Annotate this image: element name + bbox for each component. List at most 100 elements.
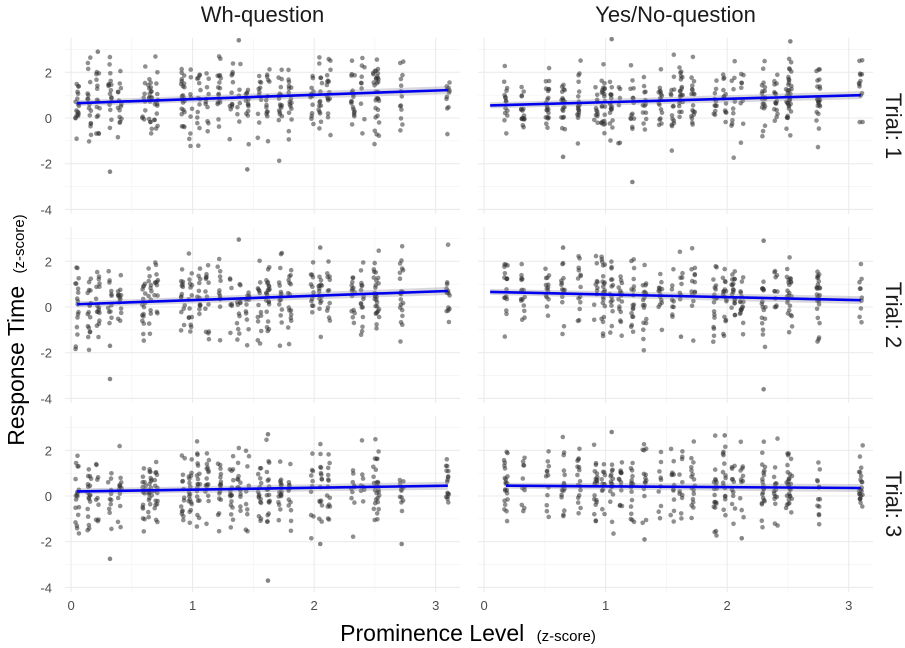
data-point	[140, 474, 146, 480]
data-point	[856, 488, 862, 494]
data-point	[204, 461, 210, 467]
data-point	[720, 275, 726, 281]
data-point	[858, 306, 864, 311]
data-point	[206, 336, 212, 342]
data-point	[153, 498, 158, 504]
data-point	[773, 487, 779, 493]
data-point	[327, 504, 333, 509]
data-point	[217, 338, 223, 343]
data-point	[230, 505, 235, 510]
data-point	[731, 489, 736, 495]
data-point	[372, 260, 378, 266]
data-point	[711, 479, 717, 485]
data-point	[206, 76, 211, 81]
data-point	[545, 473, 551, 478]
data-point	[712, 467, 718, 472]
data-point	[194, 494, 200, 499]
data-point	[197, 72, 203, 77]
data-point	[732, 506, 738, 511]
data-point	[619, 460, 625, 465]
data-point	[257, 476, 263, 481]
data-point	[774, 107, 779, 113]
data-point	[599, 488, 605, 494]
data-point	[87, 329, 93, 334]
data-point	[397, 103, 403, 109]
data-point	[149, 493, 155, 498]
data-point	[608, 92, 614, 97]
data-point	[640, 110, 646, 115]
data-point	[95, 475, 101, 480]
data-point	[631, 257, 636, 262]
data-point	[630, 124, 635, 130]
data-point	[348, 99, 354, 105]
data-point	[181, 322, 187, 328]
data-point	[75, 332, 80, 337]
data-point	[546, 65, 552, 71]
data-point	[618, 469, 623, 475]
data-point	[608, 106, 614, 112]
data-point	[504, 85, 510, 91]
data-point	[85, 514, 91, 519]
data-point	[591, 442, 597, 448]
outlier-point	[317, 541, 323, 547]
data-point	[86, 139, 92, 144]
data-point	[182, 85, 187, 90]
data-point	[546, 514, 551, 520]
data-point	[520, 476, 526, 481]
data-point	[148, 469, 153, 475]
data-point	[732, 298, 737, 303]
data-point	[108, 88, 114, 93]
data-point	[197, 280, 202, 286]
data-point	[816, 111, 821, 117]
data-point	[317, 99, 322, 105]
data-point	[720, 72, 726, 77]
data-point	[594, 497, 599, 503]
outlier-point	[642, 537, 647, 542]
data-point	[671, 497, 677, 502]
data-point	[218, 56, 223, 61]
data-point	[85, 323, 91, 329]
data-point	[720, 469, 726, 475]
data-point	[690, 103, 696, 108]
data-point	[360, 314, 366, 320]
data-point	[179, 70, 184, 76]
data-point	[658, 475, 663, 481]
data-point	[668, 512, 673, 518]
data-point	[576, 253, 581, 259]
data-point	[400, 322, 405, 328]
data-point	[75, 286, 81, 292]
data-point	[690, 54, 696, 60]
data-point	[196, 515, 202, 521]
data-point	[739, 80, 745, 86]
data-point	[309, 111, 315, 116]
data-point	[860, 443, 865, 448]
data-point	[279, 320, 285, 325]
data-point	[772, 118, 778, 123]
data-point	[317, 103, 322, 108]
data-point	[216, 528, 222, 534]
data-point	[712, 529, 717, 535]
y-tick-label: 2	[45, 65, 52, 80]
data-point	[375, 107, 381, 112]
data-point	[118, 524, 123, 530]
data-point	[398, 76, 404, 82]
data-point	[237, 100, 243, 106]
data-point	[690, 122, 695, 127]
data-point	[154, 81, 159, 86]
data-point	[669, 87, 674, 93]
data-point	[630, 314, 635, 320]
data-point	[723, 289, 729, 294]
data-point	[244, 90, 250, 95]
data-point	[109, 288, 114, 294]
data-point	[87, 79, 93, 85]
data-point	[690, 87, 695, 93]
data-point	[360, 472, 365, 477]
data-point	[785, 501, 791, 507]
data-point	[739, 307, 744, 313]
data-point	[731, 155, 736, 160]
data-point	[86, 467, 92, 472]
data-point	[246, 327, 251, 332]
data-point	[317, 126, 322, 131]
data-point	[96, 130, 101, 136]
data-point	[671, 304, 676, 310]
